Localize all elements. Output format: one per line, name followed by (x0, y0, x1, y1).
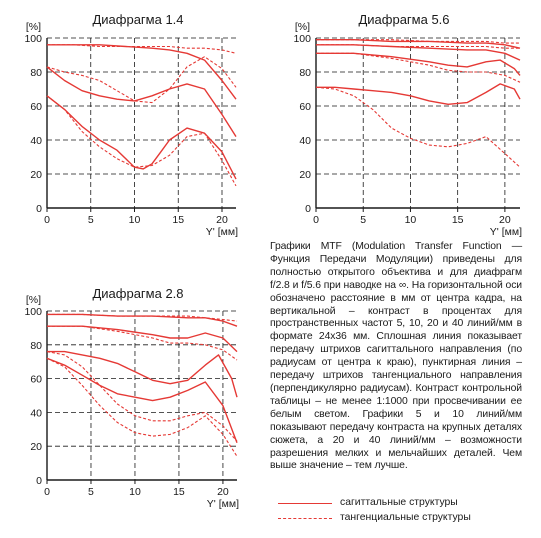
mtf-curve-sagittal (46, 357, 238, 444)
y-tick-label: 80 (30, 67, 42, 79)
mtf-curve-sagittal (47, 350, 238, 398)
x-axis-label: Y' [мм] (207, 498, 239, 510)
y-tick-label: 40 (30, 407, 42, 419)
mtf-description: Графики MTF (Modulation Transfer Functio… (270, 241, 522, 472)
y-tick-label: 100 (24, 33, 42, 45)
x-tick-label: 5 (88, 214, 94, 226)
y-tick-label: 0 (36, 203, 42, 215)
mtf-curve-tangential (46, 357, 238, 457)
x-tick-label: 20 (216, 214, 228, 226)
y-tick-label: 100 (293, 33, 311, 45)
y-tick-label: 20 (299, 169, 311, 181)
mtf-curve-tangential (316, 52, 521, 83)
x-axis-label: Y' [мм] (490, 226, 522, 238)
y-tick-label: 0 (36, 475, 42, 487)
mtf-curve-tangential (315, 86, 521, 168)
x-tick-label: 0 (44, 486, 50, 498)
y-tick-label: 100 (24, 306, 42, 318)
mtf-curve-tangential (47, 325, 238, 361)
mtf-curve-tangential (46, 95, 237, 187)
legend-dashed-line (278, 518, 332, 519)
y-tick-label: 40 (299, 135, 311, 147)
mtf-curve-sagittal (46, 66, 237, 137)
x-tick-label: 15 (452, 214, 464, 226)
legend-solid-line (278, 503, 332, 504)
mtf-curve-tangential (46, 351, 238, 442)
y-axis-unit-label: [%] (295, 21, 310, 33)
chart-title: Диафрагма 2.8 (92, 286, 183, 301)
y-tick-label: 20 (30, 169, 42, 181)
chart-title: Диафрагма 1.4 (92, 12, 183, 27)
x-tick-label: 20 (217, 486, 229, 498)
x-tick-label: 5 (88, 486, 94, 498)
mtf-curve-sagittal (316, 52, 521, 76)
mtf-curve-sagittal (316, 44, 521, 61)
y-tick-label: 0 (305, 203, 311, 215)
x-tick-label: 0 (44, 214, 50, 226)
y-tick-label: 80 (30, 340, 42, 352)
x-tick-label: 10 (129, 486, 141, 498)
mtf-curve-tangential (46, 56, 237, 104)
mtf-curve-tangential (316, 44, 520, 49)
x-tick-label: 15 (173, 486, 185, 498)
legend-tangential-label: тангенциальные структуры (340, 512, 471, 523)
mtf-curve-sagittal (316, 83, 521, 106)
legend-tangential: тангенциальные структуры (278, 511, 518, 525)
x-tick-label: 15 (172, 214, 184, 226)
legend-sagittal-label: сагиттальные структуры (340, 497, 458, 508)
x-axis-label: Y' [мм] (206, 226, 238, 238)
x-tick-label: 0 (313, 214, 319, 226)
x-tick-label: 5 (360, 214, 366, 226)
y-tick-label: 20 (30, 441, 42, 453)
y-tick-label: 40 (30, 135, 42, 147)
y-axis-unit-label: [%] (26, 294, 41, 306)
legend-sagittal: сагиттальные структуры (278, 496, 518, 510)
y-tick-label: 60 (299, 101, 311, 113)
mtf-curve-sagittal (316, 39, 521, 49)
y-tick-label: 60 (30, 374, 42, 386)
x-tick-label: 10 (405, 214, 417, 226)
mtf-curve-tangential (316, 39, 520, 44)
mtf-curve-sagittal (47, 325, 238, 353)
x-tick-label: 10 (129, 214, 141, 226)
mtf-curve-tangential (47, 313, 238, 322)
x-tick-label: 20 (499, 214, 511, 226)
y-tick-label: 80 (299, 67, 311, 79)
chart-title: Диафрагма 5.6 (358, 12, 449, 27)
y-tick-label: 60 (30, 101, 42, 113)
mtf-curve-sagittal (47, 44, 237, 100)
y-axis-unit-label: [%] (26, 21, 41, 33)
mtf-curve-tangential (47, 44, 237, 54)
